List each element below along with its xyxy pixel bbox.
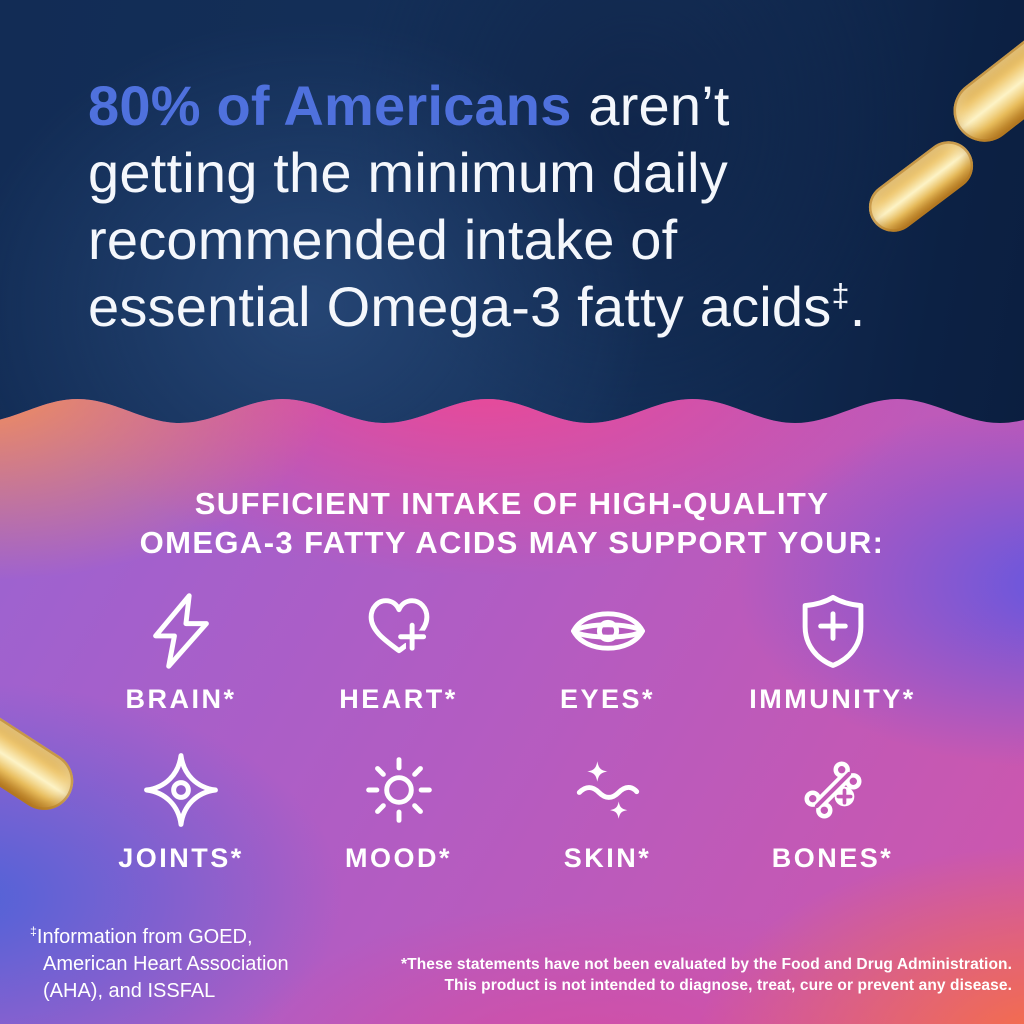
benefit-label: MOOD*: [345, 843, 452, 873]
footnote-right: *These statements have not been evaluate…: [401, 956, 1012, 994]
benefit-label: EYES*: [559, 684, 656, 714]
benefits-section: SUFFICIENT INTAKE OF HIGH-QUALITY OMEGA-…: [0, 396, 1024, 1024]
headline-line-2: getting the minimum daily: [88, 141, 728, 204]
benefit-item-heart: HEART*: [292, 590, 505, 715]
lightning-bolt-icon: [140, 590, 222, 672]
hero-headline: 80% of Americans aren’t getting the minim…: [88, 72, 866, 340]
benefit-label: HEART*: [339, 684, 458, 714]
headline-line-3: recommended intake of: [88, 208, 678, 271]
benefit-label: BONES*: [771, 843, 894, 873]
shield-plus-icon: [792, 590, 874, 672]
headline-highlight: 80% of Americans: [88, 74, 572, 137]
benefit-item-bones: BONES*: [710, 749, 955, 874]
benefit-item-skin: SKIN*: [505, 749, 710, 874]
benefit-item-joints: JOINTS*: [70, 749, 292, 874]
benefit-label: IMMUNITY*: [749, 684, 916, 714]
benefit-label: SKIN*: [563, 843, 652, 873]
benefits-grid: BRAIN* HEART*: [70, 590, 955, 874]
bone-plus-icon: [792, 749, 874, 831]
benefit-label: BRAIN*: [125, 684, 237, 714]
sparkle-wave-icon: [567, 749, 649, 831]
footnote-left: ‡Information from GOED, American Heart A…: [30, 924, 289, 1002]
benefit-label: JOINTS*: [118, 843, 244, 873]
benefit-item-eyes: EYES*: [505, 590, 710, 715]
dagger-footnote-mark: ‡: [30, 924, 37, 939]
benefit-item-immunity: IMMUNITY*: [710, 590, 955, 715]
dagger-footnote-mark: ‡: [831, 277, 850, 314]
heart-plus-icon: [358, 590, 440, 672]
benefit-item-mood: MOOD*: [292, 749, 505, 874]
eye-icon: [567, 590, 649, 672]
benefit-item-brain: BRAIN*: [70, 590, 292, 715]
omega3-softgel-capsule: [859, 131, 983, 242]
four-point-star-icon: [140, 749, 222, 831]
headline-line-1: 80% of Americans aren’t: [88, 74, 730, 137]
headline-line-4: essential Omega-3 fatty acids‡.: [88, 275, 866, 338]
sun-icon: [358, 749, 440, 831]
omega3-softgel-capsule: [941, 11, 1024, 155]
benefits-heading: SUFFICIENT INTAKE OF HIGH-QUALITY OMEGA-…: [139, 486, 885, 560]
